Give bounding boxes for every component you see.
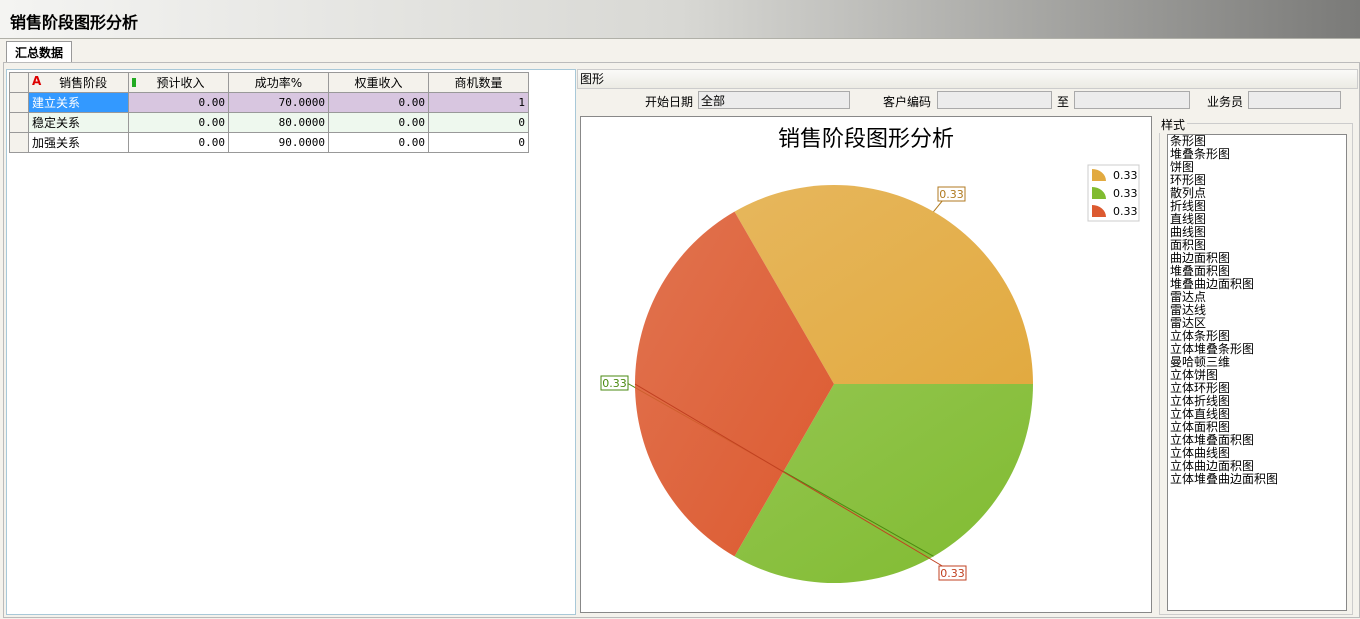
legend-swatch — [1092, 205, 1106, 217]
style-item[interactable]: 曼哈顿三维 — [1170, 355, 1231, 369]
legend-label: 0.33 — [1113, 169, 1138, 182]
legend-label: 0.33 — [1113, 187, 1138, 200]
style-item[interactable]: 面积图 — [1170, 238, 1207, 252]
style-item[interactable]: 直线图 — [1170, 212, 1207, 226]
style-item[interactable]: 堆叠面积图 — [1170, 264, 1231, 278]
style-item[interactable]: 立体堆叠曲边面积图 — [1170, 472, 1279, 486]
style-item[interactable]: 雷达区 — [1170, 316, 1207, 330]
col-opportunity-count[interactable]: 商机数量 — [428, 72, 529, 93]
salesman-field[interactable] — [1248, 91, 1341, 109]
style-item[interactable]: 堆叠曲边面积图 — [1170, 277, 1255, 291]
style-item[interactable]: 堆叠条形图 — [1170, 147, 1231, 161]
data-label: 0.33 — [940, 567, 965, 580]
legend-label: 0.33 — [1113, 205, 1138, 218]
data-label-box — [937, 186, 966, 202]
numeric-type-icon — [132, 78, 136, 87]
style-item[interactable]: 环形图 — [1170, 173, 1207, 187]
label-leader — [634, 383, 945, 568]
style-item[interactable]: 立体折线图 — [1170, 394, 1231, 408]
start-date-label: 开始日期 — [645, 95, 694, 109]
chart-area: 销售阶段图形分析 0.33 0.33 0.33 0.33 0.33 0.33 — [580, 116, 1152, 613]
style-item[interactable]: 立体曲线图 — [1170, 446, 1231, 460]
table-row[interactable]: 建立关系 0.00 70.0000 0.00 1 — [9, 92, 529, 113]
style-item[interactable]: 立体堆叠面积图 — [1170, 433, 1255, 447]
customer-from-field[interactable] — [937, 91, 1052, 109]
customer-to-field[interactable] — [1074, 91, 1190, 109]
style-group: 样式 条形图 堆叠条形图 饼图 环形图 散列点 折线图 直线图 曲线图 面积图 曲边面积图 堆叠面积… — [1159, 116, 1353, 615]
pie-slice — [635, 211, 834, 557]
legend-swatch — [1092, 187, 1106, 199]
data-grid: A 销售阶段 预计收入 成功率% 权重收入 商机数量 建立关系 0.00 70.000… — [6, 69, 576, 615]
data-label-box — [600, 375, 629, 391]
chart-title: 销售阶段图形分析 — [777, 127, 954, 152]
customer-label: 客户编码 — [883, 95, 932, 109]
text-type-icon: A — [32, 74, 42, 88]
tab-summary[interactable]: 汇总数据 — [6, 41, 73, 65]
style-item[interactable]: 条形图 — [1170, 134, 1207, 148]
style-item[interactable]: 立体面积图 — [1170, 420, 1231, 434]
col-success-rate[interactable]: 成功率% — [228, 72, 329, 93]
pie-chart: 0.33 0.33 0.33 0.33 0.33 0.33 — [600, 164, 1140, 583]
row-header-corner — [9, 72, 29, 93]
title-bar: 销售阶段图形分析 — [0, 0, 1360, 39]
data-label: 0.33 — [602, 377, 627, 390]
start-date-field[interactable]: 全部 — [698, 91, 850, 109]
style-item[interactable]: 散列点 — [1170, 186, 1207, 200]
label-leader — [933, 199, 944, 212]
col-stage[interactable]: A 销售阶段 — [28, 72, 129, 93]
chart-panel: 图形 开始日期 全部 客户编码 至 业务员 销售阶段图形分析 0.33 0.33 0… — [577, 69, 1358, 615]
style-item[interactable]: 立体堆叠条形图 — [1170, 342, 1255, 356]
style-item[interactable]: 立体环形图 — [1170, 381, 1231, 395]
style-item[interactable]: 饼图 — [1170, 160, 1195, 174]
style-item[interactable]: 曲线图 — [1170, 225, 1207, 239]
table-row[interactable]: 加强关系 0.00 90.0000 0.00 0 — [9, 132, 529, 153]
style-item[interactable]: 立体饼图 — [1170, 368, 1219, 382]
data-label: 0.33 — [939, 188, 964, 201]
style-item[interactable]: 雷达线 — [1170, 303, 1207, 317]
data-label-box — [938, 565, 967, 581]
col-expected-income[interactable]: 预计收入 — [128, 72, 229, 93]
style-item[interactable]: 曲边面积图 — [1170, 251, 1231, 265]
style-item[interactable]: 雷达点 — [1170, 290, 1207, 304]
style-item[interactable]: 立体直线图 — [1170, 407, 1231, 421]
panel-title: 图形 — [577, 69, 1358, 89]
header-row: A 销售阶段 预计收入 成功率% 权重收入 商机数量 — [9, 72, 529, 93]
style-item[interactable]: 立体条形图 — [1170, 329, 1231, 343]
pie-slice — [734, 185, 1033, 384]
salesman-label: 业务员 — [1207, 95, 1244, 109]
chart-style-list[interactable]: 条形图 堆叠条形图 饼图 环形图 散列点 折线图 直线图 曲线图 面积图 曲边面积图 堆叠面积图 堆叠… — [1167, 134, 1347, 611]
style-item[interactable]: 折线图 — [1170, 199, 1207, 213]
style-item[interactable]: 立体曲边面积图 — [1170, 459, 1255, 473]
window-title: 销售阶段图形分析 — [10, 13, 139, 32]
to-label: 至 — [1057, 95, 1070, 109]
pie-slice — [734, 384, 1033, 583]
legend-swatch — [1092, 169, 1106, 181]
style-group-title: 样式 — [1159, 116, 1188, 133]
table-row[interactable]: 稳定关系 0.00 80.0000 0.00 0 — [9, 112, 529, 133]
col-weighted-income[interactable]: 权重收入 — [328, 72, 429, 93]
